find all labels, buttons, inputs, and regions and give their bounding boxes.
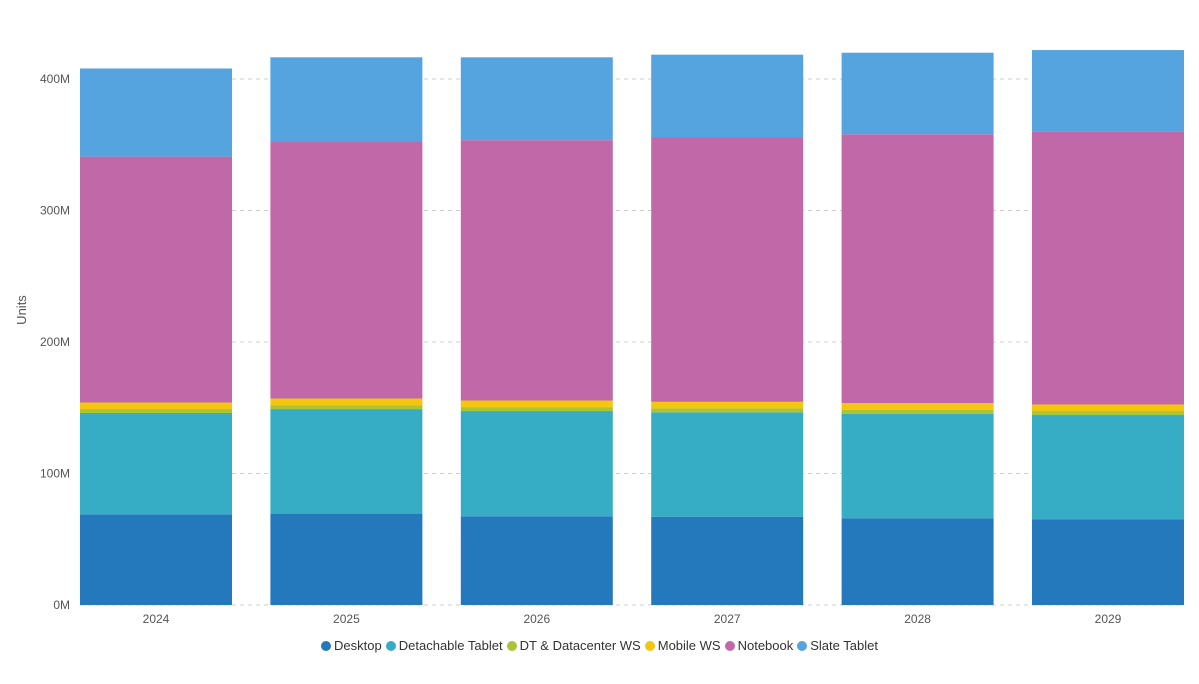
bar-segment-slate-tablet-2024[interactable] bbox=[80, 68, 232, 157]
bar-segment-detachable-tablet-2025[interactable] bbox=[270, 409, 423, 514]
legend-label: Notebook bbox=[737, 638, 794, 653]
bar-segment-detachable-tablet-2027[interactable] bbox=[651, 412, 804, 517]
bar-stack-2024 bbox=[80, 68, 232, 605]
y-axis-ticks: 0M 100M 200M 300M 400M bbox=[40, 72, 70, 612]
x-tick-label: 2029 bbox=[1095, 612, 1122, 626]
bar-segment-slate-tablet-2029[interactable] bbox=[1032, 50, 1184, 132]
legend-marker-icon bbox=[724, 640, 735, 651]
bar-segment-notebook-2028[interactable] bbox=[841, 134, 994, 404]
bar-segment-dt-datacenter-ws-2026[interactable] bbox=[460, 407, 613, 412]
bar-segment-detachable-tablet-2028[interactable] bbox=[841, 413, 994, 519]
bar-segment-detachable-tablet-2029[interactable] bbox=[1032, 414, 1184, 520]
legend-item[interactable]: Slate Tablet bbox=[797, 638, 878, 653]
bar-segment-notebook-2025[interactable] bbox=[270, 141, 423, 399]
y-tick-label: 0M bbox=[53, 598, 70, 612]
bar-segment-slate-tablet-2027[interactable] bbox=[651, 54, 804, 138]
x-tick-label: 2028 bbox=[904, 612, 931, 626]
y-tick-label: 300M bbox=[40, 204, 70, 218]
bar-segment-detachable-tablet-2026[interactable] bbox=[460, 411, 613, 517]
x-axis-ticks: 2024 2025 2026 2027 2028 2029 bbox=[143, 612, 1122, 626]
bar-segment-notebook-2027[interactable] bbox=[651, 137, 804, 402]
bar-segment-detachable-tablet-2024[interactable] bbox=[80, 413, 232, 515]
bar-segment-desktop-2027[interactable] bbox=[651, 516, 804, 605]
legend-marker-icon bbox=[385, 640, 396, 651]
y-tick-label: 400M bbox=[40, 72, 70, 86]
legend-item[interactable]: Detachable Tablet bbox=[385, 638, 503, 653]
bar-segment-desktop-2028[interactable] bbox=[841, 518, 994, 605]
bar-segment-mobile-ws-2024[interactable] bbox=[80, 402, 232, 410]
bar-segment-slate-tablet-2026[interactable] bbox=[460, 57, 613, 141]
bar-segment-mobile-ws-2028[interactable] bbox=[841, 403, 994, 410]
bar-segment-desktop-2025[interactable] bbox=[270, 513, 423, 605]
bar-segment-slate-tablet-2028[interactable] bbox=[841, 52, 994, 135]
bar-segment-mobile-ws-2027[interactable] bbox=[651, 401, 804, 409]
legend-label: Desktop bbox=[334, 638, 382, 653]
x-tick-label: 2026 bbox=[523, 612, 550, 626]
bar-segment-desktop-2026[interactable] bbox=[460, 516, 613, 605]
legend-item[interactable]: Desktop bbox=[321, 638, 382, 653]
bar-segment-mobile-ws-2025[interactable] bbox=[270, 398, 423, 406]
bar-segment-notebook-2029[interactable] bbox=[1032, 131, 1184, 405]
legend-marker-icon bbox=[797, 640, 808, 651]
gridlines bbox=[80, 78, 1184, 606]
bar-stack-2025 bbox=[270, 57, 423, 605]
y-tick-label: 100M bbox=[40, 467, 70, 481]
legend-label: Mobile WS bbox=[657, 638, 721, 653]
legend-item[interactable]: Mobile WS bbox=[644, 638, 721, 653]
bar-stack-2027 bbox=[651, 54, 804, 605]
bar-stack-2028 bbox=[841, 52, 994, 605]
legend-item[interactable]: Notebook bbox=[724, 638, 794, 653]
y-axis-label: Units bbox=[14, 295, 29, 325]
legend-label: DT & Datacenter WS bbox=[519, 638, 641, 653]
y-tick-label: 200M bbox=[40, 335, 70, 349]
legend-marker-icon bbox=[506, 640, 517, 651]
bar-segment-dt-datacenter-ws-2027[interactable] bbox=[651, 408, 804, 413]
bar-segment-dt-datacenter-ws-2029[interactable] bbox=[1032, 411, 1184, 415]
chart-legend: Desktop Detachable Tablet DT & Datacenter … bbox=[0, 638, 1199, 653]
bar-segment-dt-datacenter-ws-2028[interactable] bbox=[841, 409, 994, 414]
bar-segment-dt-datacenter-ws-2025[interactable] bbox=[270, 405, 423, 410]
x-tick-label: 2027 bbox=[714, 612, 741, 626]
bar-stack-2029 bbox=[1032, 50, 1184, 605]
legend-item[interactable]: DT & Datacenter WS bbox=[506, 638, 641, 653]
bar-segment-notebook-2024[interactable] bbox=[80, 156, 232, 403]
bars bbox=[80, 50, 1184, 605]
bar-segment-desktop-2029[interactable] bbox=[1032, 519, 1184, 605]
x-tick-label: 2024 bbox=[143, 612, 170, 626]
legend-label: Slate Tablet bbox=[810, 638, 878, 653]
bar-segment-notebook-2026[interactable] bbox=[460, 140, 613, 401]
legend-marker-icon bbox=[321, 640, 332, 651]
bar-segment-dt-datacenter-ws-2024[interactable] bbox=[80, 409, 232, 414]
bar-segment-desktop-2024[interactable] bbox=[80, 514, 232, 605]
legend-label: Detachable Tablet bbox=[398, 638, 503, 653]
x-tick-label: 2025 bbox=[333, 612, 360, 626]
bar-stack-2026 bbox=[460, 57, 613, 605]
bar-segment-slate-tablet-2025[interactable] bbox=[270, 57, 423, 142]
bar-segment-mobile-ws-2029[interactable] bbox=[1032, 404, 1184, 412]
bar-segment-mobile-ws-2026[interactable] bbox=[460, 400, 613, 408]
legend-marker-icon bbox=[644, 640, 655, 651]
